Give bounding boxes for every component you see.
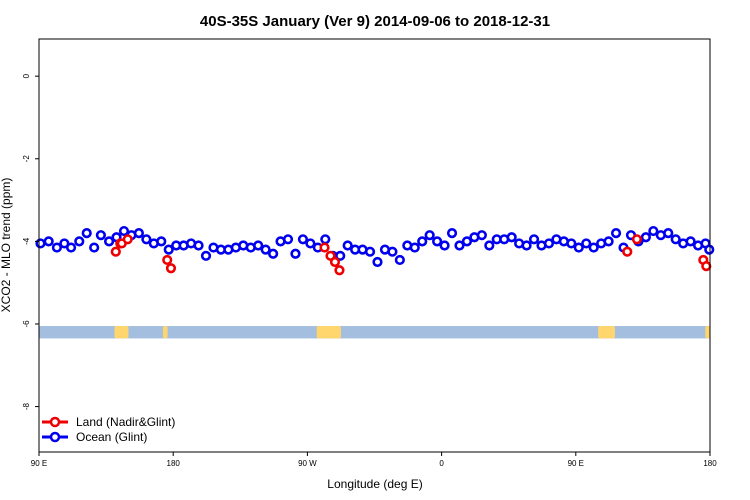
ocean-point <box>610 228 622 239</box>
ocean-point <box>43 236 54 247</box>
ocean-point <box>35 238 46 249</box>
ocean-band <box>39 326 710 339</box>
land-point <box>162 254 173 266</box>
x-tick-label: 90 W <box>298 459 317 468</box>
land-point <box>319 242 330 253</box>
ocean-point <box>446 228 458 239</box>
ocean-point <box>663 228 674 239</box>
ocean-point <box>372 256 383 268</box>
ocean-point <box>290 248 301 259</box>
ocean-point <box>305 238 316 249</box>
x-axis-label: Longitude (deg E) <box>327 477 422 491</box>
ocean-point <box>581 238 592 249</box>
y-tick-label: -2 <box>22 155 31 163</box>
y-tick-label: -8 <box>22 402 31 410</box>
land-point <box>622 246 633 257</box>
x-tick-label: 180 <box>167 459 181 468</box>
ocean-point <box>89 242 100 253</box>
land-point <box>165 263 177 274</box>
ocean-point <box>163 244 174 255</box>
land-patch <box>114 326 129 339</box>
ocean-point <box>685 236 696 247</box>
legend-marker-land <box>49 416 61 428</box>
ocean-point <box>387 246 398 257</box>
ocean-point <box>156 236 167 247</box>
land-point <box>122 234 133 245</box>
ocean-point <box>648 225 659 237</box>
ocean-series <box>35 225 715 268</box>
ocean-point <box>342 240 353 251</box>
land-patch <box>162 326 168 339</box>
ocean-point <box>260 244 271 255</box>
ocean-point <box>461 236 473 247</box>
ocean-point <box>81 228 92 239</box>
x-tick-label: 0 <box>439 459 444 468</box>
ocean-point <box>484 240 495 251</box>
data-points <box>35 225 715 276</box>
land-band <box>39 326 710 339</box>
ocean-point <box>193 240 204 251</box>
axes: 90 E 180 90 W 0 90 E 180 0 -2 -4 -6 -8 <box>22 73 717 468</box>
ocean-point <box>573 242 584 253</box>
ocean-point <box>424 230 435 241</box>
land-point <box>334 265 345 276</box>
land-point <box>110 246 121 257</box>
land-patch <box>316 326 341 339</box>
ocean-point <box>335 250 346 261</box>
ocean-point <box>670 234 681 245</box>
ocean-point <box>364 246 376 257</box>
y-tick-label: 0 <box>22 73 31 78</box>
legend-marker-ocean <box>49 431 61 443</box>
ocean-point <box>95 230 106 241</box>
ocean-point <box>253 240 264 251</box>
ocean-point <box>588 242 599 253</box>
y-tick-label: -6 <box>22 320 31 328</box>
ocean-point <box>297 234 309 245</box>
ocean-point <box>282 234 294 245</box>
legend: Land (Nadir&Glint) Ocean (Glint) <box>42 415 175 444</box>
land-series <box>110 234 712 276</box>
ocean-point <box>51 242 62 253</box>
ocean-point <box>432 236 443 247</box>
land-point <box>329 256 341 268</box>
plot-frame <box>38 38 711 453</box>
ocean-point <box>454 240 465 251</box>
land-patch <box>598 326 615 339</box>
ocean-point <box>439 240 450 251</box>
ocean-point <box>320 234 331 245</box>
y-axis-label: XCO2 - MLO trend (ppm) <box>0 178 13 313</box>
ocean-point <box>200 250 212 261</box>
y-tick-label: -4 <box>22 237 31 245</box>
ocean-point <box>417 236 428 247</box>
ocean-point <box>543 238 555 249</box>
ocean-point <box>476 230 487 241</box>
x-tick-label: 90 E <box>31 459 47 468</box>
legend-label-land: Land (Nadir&Glint) <box>76 415 175 429</box>
x-tick-label: 90 E <box>568 459 584 468</box>
land-patch <box>705 326 710 339</box>
land-point <box>631 234 643 245</box>
ocean-point <box>394 254 405 266</box>
ocean-point <box>65 242 77 253</box>
legend-label-ocean: Ocean (Glint) <box>76 430 147 444</box>
ocean-point <box>528 234 540 245</box>
ocean-point <box>133 228 145 239</box>
x-tick-label: 180 <box>703 459 717 468</box>
ocean-point <box>74 236 85 247</box>
ocean-point <box>566 238 577 249</box>
ocean-point <box>141 234 152 245</box>
ocean-point <box>409 242 420 253</box>
ocean-point <box>603 236 614 247</box>
ocean-point <box>506 232 517 243</box>
ocean-point <box>640 232 651 243</box>
ocean-point <box>118 225 130 237</box>
ocean-point <box>704 244 715 255</box>
land-point <box>701 261 712 272</box>
ocean-point <box>103 236 115 247</box>
ocean-point <box>521 240 532 251</box>
chart-title: 40S-35S January (Ver 9) 2014-09-06 to 20… <box>200 13 550 30</box>
ocean-point <box>268 248 279 259</box>
